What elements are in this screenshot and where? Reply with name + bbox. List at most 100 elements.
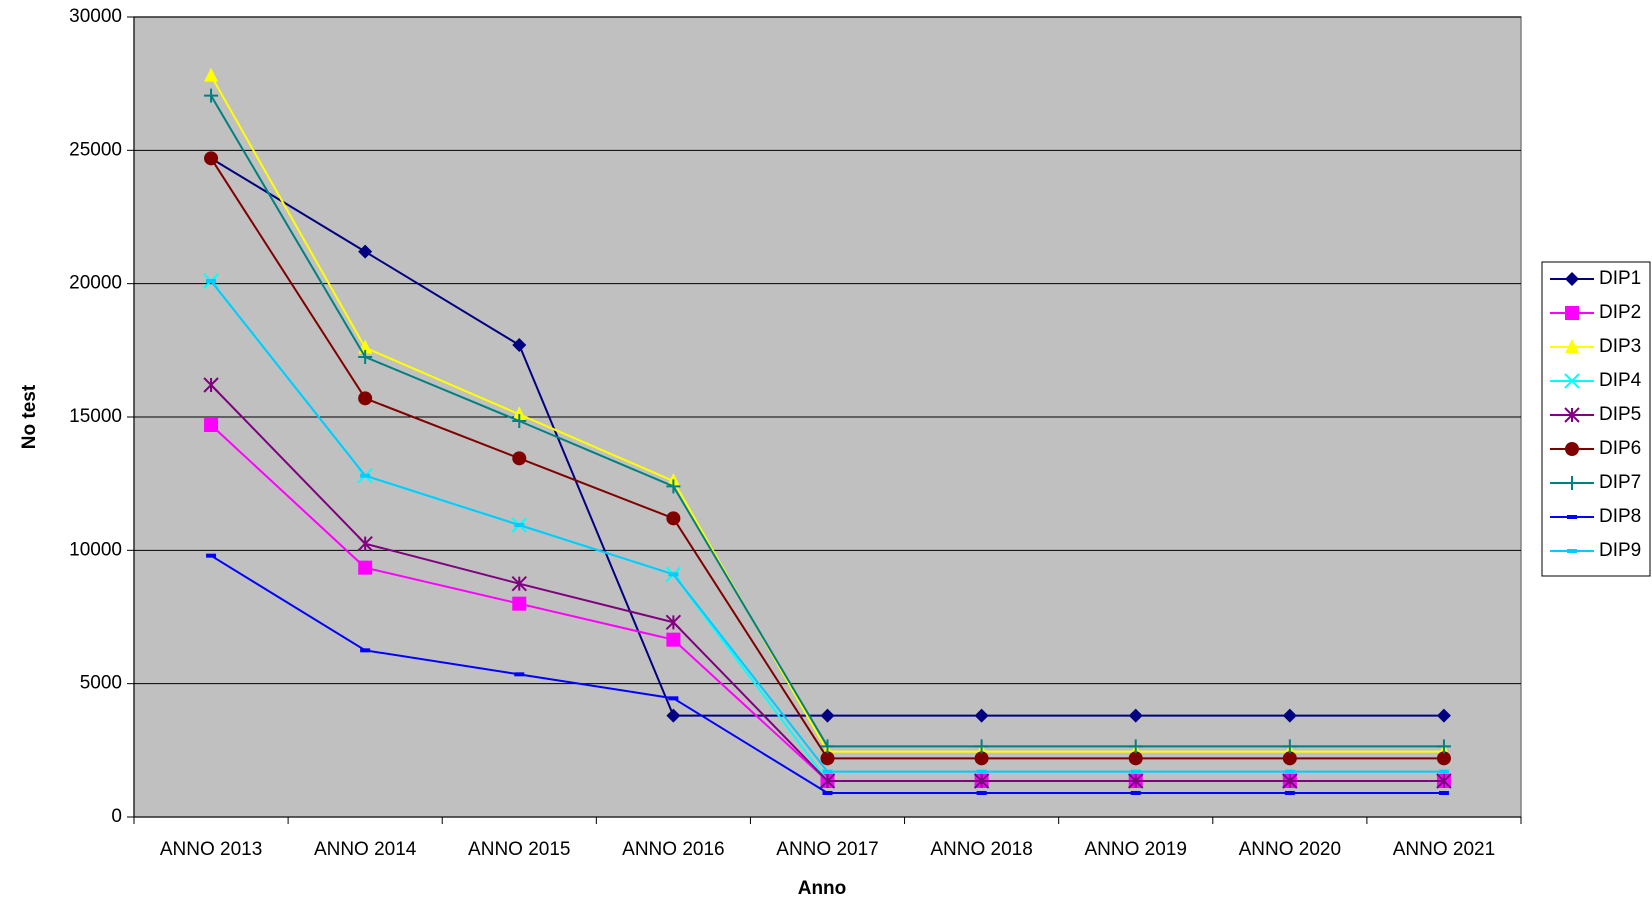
marker bbox=[1284, 769, 1295, 774]
legend-label: DIP2 bbox=[1599, 302, 1641, 323]
marker bbox=[974, 708, 989, 723]
legend-label: DIP6 bbox=[1599, 438, 1641, 459]
marker bbox=[204, 88, 219, 103]
legend-marker bbox=[1564, 373, 1580, 389]
marker bbox=[665, 614, 682, 631]
marker bbox=[360, 473, 371, 478]
x-tick-label: ANNO 2015 bbox=[468, 839, 570, 860]
marker bbox=[512, 406, 527, 421]
x-tick-label: ANNO 2014 bbox=[314, 839, 417, 860]
marker bbox=[358, 560, 373, 575]
x-tick-label: ANNO 2019 bbox=[1084, 839, 1186, 860]
marker bbox=[511, 575, 527, 592]
x-tick-label: ANNO 2020 bbox=[1239, 839, 1341, 860]
marker bbox=[358, 244, 373, 259]
marker bbox=[1436, 708, 1451, 723]
marker bbox=[820, 751, 835, 766]
legend-marker bbox=[1567, 515, 1577, 519]
marker bbox=[512, 451, 527, 466]
x-tick-label: ANNO 2017 bbox=[776, 839, 878, 860]
y-tick-label: 30000 bbox=[69, 6, 122, 27]
marker bbox=[820, 708, 835, 723]
legend-label: DIP3 bbox=[1599, 336, 1641, 357]
marker bbox=[1436, 751, 1451, 766]
legend-label: DIP4 bbox=[1599, 370, 1642, 391]
marker bbox=[668, 696, 679, 701]
legend-label: DIP5 bbox=[1599, 404, 1641, 425]
marker bbox=[204, 151, 219, 166]
y-tick-label: 0 bbox=[111, 806, 122, 827]
marker bbox=[1284, 791, 1295, 795]
legend-marker bbox=[1565, 476, 1579, 490]
series bbox=[204, 151, 1451, 766]
marker bbox=[822, 769, 833, 774]
series bbox=[204, 151, 1451, 723]
marker bbox=[358, 391, 373, 406]
y-tick-label: 15000 bbox=[69, 406, 122, 427]
marker bbox=[204, 67, 219, 82]
marker bbox=[1128, 739, 1143, 754]
marker bbox=[360, 648, 371, 653]
legend-marker bbox=[1567, 549, 1577, 553]
marker bbox=[357, 535, 373, 552]
legend-label: DIP9 bbox=[1599, 540, 1641, 561]
marker bbox=[976, 791, 987, 795]
legend-marker bbox=[1565, 442, 1579, 456]
y-tick-label: 10000 bbox=[69, 539, 122, 560]
marker bbox=[666, 479, 681, 494]
marker bbox=[206, 553, 217, 558]
marker bbox=[820, 739, 835, 754]
x-tick-label: ANNO 2018 bbox=[930, 839, 1032, 860]
marker bbox=[204, 418, 219, 432]
marker bbox=[666, 708, 681, 723]
marker bbox=[1130, 769, 1141, 774]
marker bbox=[1436, 773, 1452, 789]
marker bbox=[512, 338, 527, 352]
legend-label: DIP8 bbox=[1599, 506, 1641, 527]
x-tick-label: ANNO 2016 bbox=[622, 839, 724, 860]
marker bbox=[973, 773, 990, 789]
marker bbox=[822, 791, 833, 795]
legend-marker bbox=[1565, 306, 1579, 320]
marker bbox=[512, 596, 527, 611]
legend-label: DIP7 bbox=[1599, 472, 1641, 493]
marker bbox=[203, 377, 219, 393]
marker bbox=[1282, 773, 1298, 789]
marker bbox=[976, 769, 987, 774]
marker bbox=[514, 523, 525, 527]
marker bbox=[974, 751, 989, 766]
marker bbox=[206, 279, 217, 283]
x-axis-label: Anno bbox=[798, 878, 847, 899]
marker bbox=[1128, 751, 1143, 766]
marker bbox=[1282, 739, 1297, 754]
marker bbox=[1128, 773, 1144, 789]
marker bbox=[666, 511, 681, 526]
marker bbox=[1438, 769, 1449, 774]
marker bbox=[1130, 791, 1141, 795]
legend-marker bbox=[1565, 272, 1579, 286]
legend-marker bbox=[1565, 339, 1579, 353]
legend-marker bbox=[1564, 407, 1580, 423]
series bbox=[206, 553, 1449, 795]
marker bbox=[514, 672, 525, 677]
legend-label: DIP1 bbox=[1599, 268, 1641, 289]
series bbox=[206, 279, 1449, 774]
series bbox=[203, 377, 1452, 789]
marker bbox=[666, 632, 681, 647]
marker bbox=[668, 572, 679, 577]
y-axis-label: No test bbox=[19, 384, 40, 449]
marker bbox=[358, 350, 373, 364]
x-tick-label: ANNO 2021 bbox=[1393, 839, 1495, 860]
marker bbox=[819, 773, 836, 789]
marker bbox=[1282, 751, 1297, 766]
x-tick-label: ANNO 2013 bbox=[160, 839, 262, 860]
marker bbox=[1436, 739, 1451, 754]
series bbox=[204, 88, 1451, 754]
marker bbox=[1438, 791, 1449, 795]
marker bbox=[1128, 708, 1143, 723]
y-tick-label: 5000 bbox=[80, 673, 122, 694]
marker bbox=[512, 414, 527, 428]
y-tick-label: 25000 bbox=[69, 139, 122, 160]
marker bbox=[974, 739, 989, 754]
